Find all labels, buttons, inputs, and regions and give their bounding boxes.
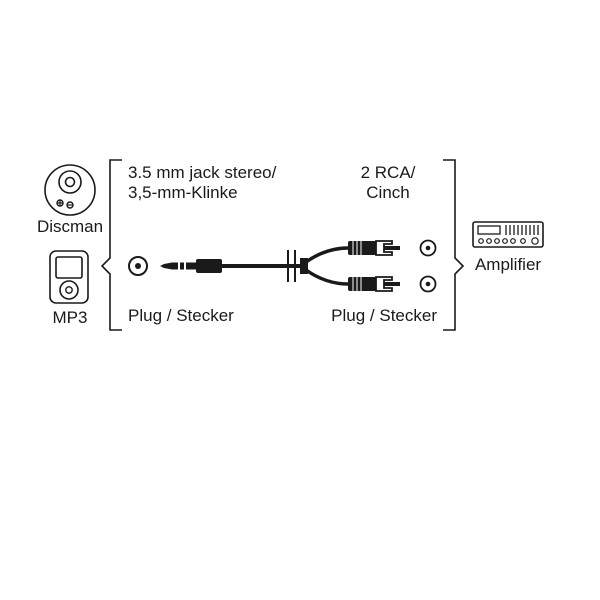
cable-icon — [222, 248, 348, 284]
jack-socket-icon — [129, 257, 147, 275]
discman-label: Discman — [37, 217, 103, 236]
cable-diagram: Discman MP3 3.5 mm jack stereo/ 3,5-mm-K… — [0, 0, 600, 600]
rca-plug-top-icon — [348, 241, 400, 255]
rca-socket-top-icon — [421, 241, 436, 256]
source-title-1: 3.5 mm jack stereo/ — [128, 163, 277, 182]
mp3-label: MP3 — [53, 308, 88, 327]
right-bracket — [443, 160, 463, 330]
dest-plug-label: Plug / Stecker — [331, 306, 437, 325]
rca-plug-bottom-icon — [348, 277, 400, 291]
source-title-2: 3,5-mm-Klinke — [128, 183, 238, 202]
left-bracket — [102, 160, 122, 330]
discman-icon — [45, 165, 95, 215]
dest-title-2: Cinch — [366, 183, 409, 202]
amplifier-label: Amplifier — [475, 255, 541, 274]
rca-socket-bottom-icon — [421, 277, 436, 292]
source-plug-label: Plug / Stecker — [128, 306, 234, 325]
dest-title-1: 2 RCA/ — [361, 163, 416, 182]
jack-plug-icon — [160, 259, 222, 273]
mp3-icon — [50, 251, 88, 303]
amplifier-icon — [473, 222, 543, 247]
